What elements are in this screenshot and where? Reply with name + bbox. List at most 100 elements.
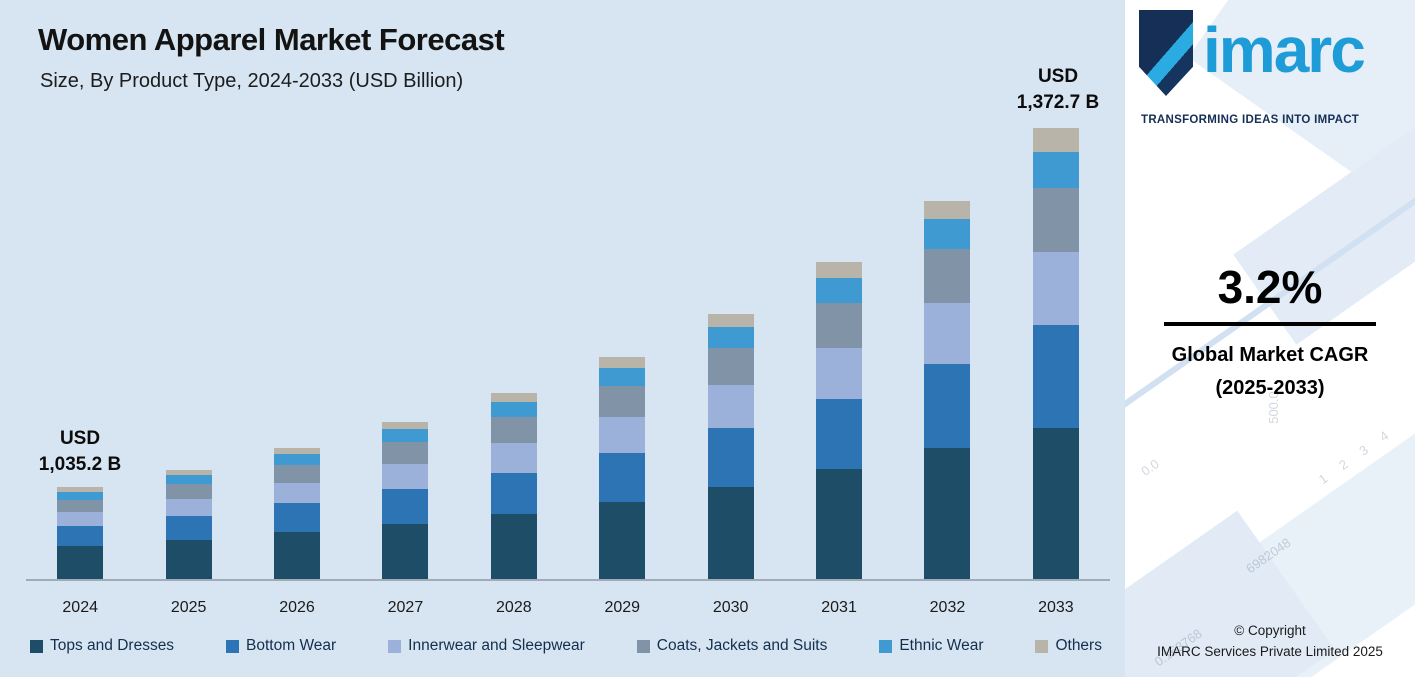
legend-label: Coats, Jackets and Suits — [656, 637, 828, 654]
bar-column-2029 — [568, 118, 676, 580]
legend-label: Innerwear and Sleepwear — [408, 637, 585, 654]
bar-segment-ethnic-wear — [165, 475, 212, 484]
value-annotation-2024: USD 1,035.2 B — [22, 426, 138, 479]
chart-title: Women Apparel Market Forecast — [38, 22, 505, 57]
value-annotation-2033: USD 1,372.7 B — [1000, 64, 1116, 117]
stacked-bar-2024 — [57, 487, 104, 580]
stacked-bar-2025 — [165, 470, 212, 580]
bar-segment-tops-and-dresses — [274, 532, 321, 580]
legend-label: Tops and Dresses — [50, 637, 175, 654]
legend-label: Others — [1055, 637, 1102, 654]
legend-item-bottom-wear: Bottom Wear — [226, 637, 336, 655]
bar-segment-ethnic-wear — [274, 454, 321, 465]
x-axis-label-2027: 2027 — [387, 599, 424, 616]
bar-segment-bottom-wear — [57, 526, 104, 546]
bar-segment-coats-jackets-and-suits — [816, 303, 863, 348]
bar-segment-ethnic-wear — [599, 368, 646, 386]
stacked-bar-2028 — [490, 393, 537, 580]
x-axis-line — [26, 579, 1110, 581]
bar-column-2025 — [134, 118, 242, 580]
bar-segment-tops-and-dresses — [599, 502, 646, 580]
bar-segment-ethnic-wear — [490, 402, 537, 417]
bar-segment-coats-jackets-and-suits — [382, 442, 429, 464]
bar-column-2033 — [1002, 118, 1110, 580]
bar-segment-coats-jackets-and-suits — [57, 500, 104, 512]
stat-divider — [1164, 322, 1376, 326]
bar-segment-others — [599, 357, 646, 368]
legend: Tops and Dresses Bottom Wear Innerwear and… — [30, 637, 1102, 655]
bar-segment-others — [165, 470, 212, 475]
bar-segment-bottom-wear — [274, 503, 321, 532]
annotation-value: 1,035.2 B — [38, 454, 122, 476]
bar-segment-tops-and-dresses — [924, 448, 971, 580]
bar-segment-bottom-wear — [924, 364, 971, 448]
bar-column-2026 — [243, 118, 351, 580]
annotation-currency: USD — [59, 427, 101, 449]
cagr-stat: 3.2% Global Market CAGR (2025-2033) — [1135, 260, 1405, 400]
bar-segment-innerwear-and-sleepwear — [599, 417, 646, 453]
legend-label: Bottom Wear — [246, 637, 337, 654]
bar-column-2027 — [351, 118, 459, 580]
bar-segment-innerwear-and-sleepwear — [1032, 252, 1079, 325]
legend-swatch — [388, 639, 402, 653]
imarc-logo-text: imarc — [1203, 14, 1366, 86]
bar-segment-tops-and-dresses — [490, 514, 537, 580]
bar-segment-tops-and-dresses — [816, 469, 863, 580]
bar-segment-innerwear-and-sleepwear — [490, 443, 537, 473]
bar-segment-coats-jackets-and-suits — [707, 348, 754, 385]
bar-segment-innerwear-and-sleepwear — [707, 385, 754, 428]
bar-segment-bottom-wear — [490, 473, 537, 514]
bar-segment-ethnic-wear — [57, 492, 104, 500]
bar-segment-ethnic-wear — [382, 429, 429, 442]
legend-item-others: Others — [1035, 637, 1102, 655]
imarc-tagline: TRANSFORMING IDEAS INTO IMPACT — [1141, 114, 1360, 126]
x-axis-label-2028: 2028 — [496, 599, 532, 616]
x-axis-label-2025: 2025 — [170, 599, 207, 616]
legend-item-innerwear-and-sleepwear: Innerwear and Sleepwear — [388, 637, 585, 655]
bar-segment-ethnic-wear — [1032, 152, 1079, 188]
stacked-bar-2027 — [382, 422, 429, 580]
x-axis-label-2030: 2030 — [712, 599, 749, 616]
x-axis-label-2032: 2032 — [929, 599, 966, 616]
x-axis-label-2033: 2033 — [1038, 599, 1074, 616]
bar-segment-bottom-wear — [816, 399, 863, 469]
x-axis-label-2026: 2026 — [279, 599, 315, 616]
stacked-bar-2030 — [707, 314, 754, 580]
bar-segment-others — [1032, 128, 1079, 152]
bar-segment-innerwear-and-sleepwear — [165, 499, 212, 516]
bar-segment-coats-jackets-and-suits — [924, 249, 971, 303]
bar-segment-bottom-wear — [165, 516, 212, 540]
cagr-label-line1: Global Market CAGR — [1171, 344, 1369, 366]
x-axis-label-2031: 2031 — [821, 599, 857, 616]
legend-label: Ethnic Wear — [899, 637, 984, 654]
x-axis-label-2029: 2029 — [604, 599, 641, 616]
chart-subtitle: Size, By Product Type, 2024-2033 (USD Bi… — [40, 70, 464, 92]
legend-item-coats-jackets-and-suits: Coats, Jackets and Suits — [636, 637, 828, 655]
annotation-value: 1,372.7 B — [1016, 92, 1100, 114]
bar-segment-others — [382, 422, 429, 429]
bar-segment-others — [57, 487, 104, 492]
stacked-bar-2029 — [599, 357, 646, 580]
bar-segment-coats-jackets-and-suits — [599, 386, 646, 417]
bar-column-2028 — [460, 118, 568, 580]
bar-segment-innerwear-and-sleepwear — [274, 483, 321, 503]
x-axis-label-2024: 2024 — [62, 599, 98, 616]
stacked-bar-2032 — [924, 201, 971, 580]
bar-segment-innerwear-and-sleepwear — [382, 464, 429, 489]
chart-area: Women Apparel Market Forecast Size, By P… — [0, 0, 1125, 677]
bar-segment-bottom-wear — [1032, 325, 1079, 428]
bar-segment-coats-jackets-and-suits — [490, 417, 537, 443]
copyright: © Copyright IMARC Services Private Limit… — [1133, 621, 1407, 663]
bar-segment-others — [924, 201, 971, 219]
legend-swatch — [226, 639, 240, 653]
copyright-line1: © Copyright — [1234, 623, 1306, 639]
bar-segment-tops-and-dresses — [1032, 428, 1079, 580]
bar-segment-tops-and-dresses — [165, 540, 212, 580]
side-panel: 500.0 0.0 1 2 3 4 6982048 0.163768 imarc TRA… — [1125, 0, 1415, 677]
legend-swatch — [879, 639, 893, 653]
bar-segment-bottom-wear — [382, 489, 429, 524]
bar-column-2030 — [676, 118, 784, 580]
bar-segment-bottom-wear — [707, 428, 754, 487]
bar-segment-innerwear-and-sleepwear — [924, 303, 971, 364]
bar-segment-coats-jackets-and-suits — [165, 484, 212, 499]
